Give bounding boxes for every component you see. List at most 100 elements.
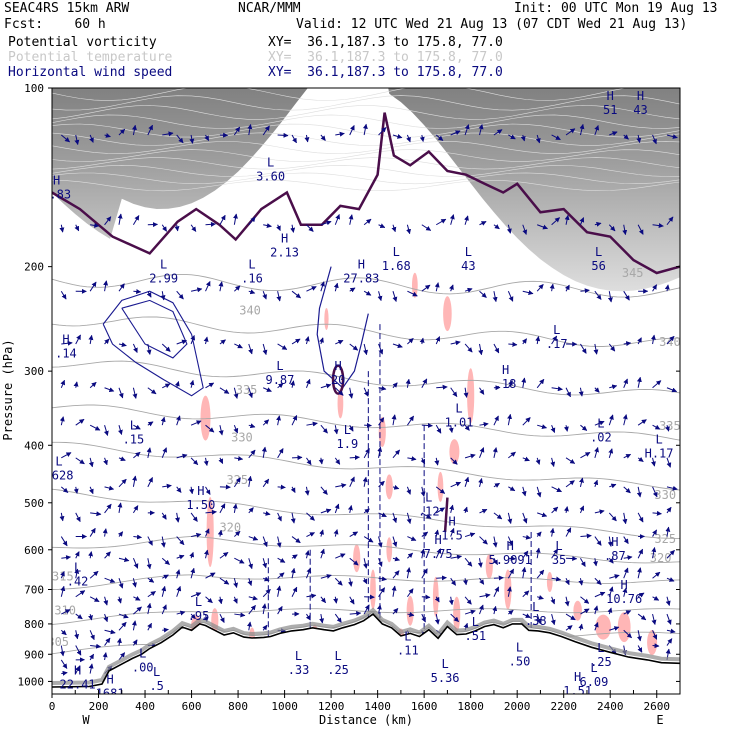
wind-vector: [234, 343, 243, 349]
extremum-value: 7.75: [424, 547, 453, 561]
wind-vector: [464, 453, 476, 459]
extremum-value: .51: [464, 629, 486, 643]
extremum-type: L: [455, 401, 462, 415]
axes: 0 200 400 600 800 1000 1200 1400 1600 1800 2000 220…: [18, 82, 681, 713]
wind-vector: [623, 453, 632, 459]
wind-vector: [652, 595, 660, 601]
wind-vector: [593, 479, 599, 488]
wind-vector: [593, 622, 599, 631]
wind-vector: [90, 511, 102, 517]
wind-vector: [406, 567, 411, 579]
pv-shade-blob: [200, 395, 211, 441]
wind-vector: [291, 554, 298, 560]
wind-vector: [651, 547, 657, 559]
wind-vector: [333, 282, 339, 292]
extremum-type: H: [507, 539, 514, 553]
wind-vector: [88, 551, 94, 559]
wind-vector: [320, 486, 328, 495]
pv-shade-blob: [485, 553, 493, 579]
extremum-type: L: [334, 649, 341, 663]
wind-vector: [506, 224, 512, 234]
wind-vector: [190, 613, 196, 620]
wind-vector: [60, 536, 68, 547]
wind-vector: [335, 131, 345, 137]
wind-vector: [320, 548, 325, 559]
wind-vector: [637, 613, 647, 621]
wind-vector: [161, 343, 171, 352]
wind-vector: [407, 536, 417, 541]
pv-shade-blob: [595, 614, 612, 640]
wind-vector: [594, 420, 605, 426]
wind-vector: [551, 506, 559, 514]
wind-vector: [579, 123, 585, 136]
wind-vector: [392, 133, 403, 139]
wind-vector: [536, 569, 545, 579]
wind-vector: [75, 457, 85, 465]
wind-vector: [104, 133, 111, 138]
x-tick-label: 1400: [364, 700, 391, 713]
isentrope: [52, 441, 680, 491]
wind-vector: [407, 612, 415, 617]
stratosphere-isentrope: [52, 114, 680, 129]
wind-vector: [161, 604, 167, 615]
extremum-type: H: [197, 484, 204, 498]
wind-vector: [116, 637, 122, 646]
extremum-value: 35: [552, 553, 566, 567]
extremum-type: L: [441, 657, 448, 671]
wind-vector: [652, 630, 658, 640]
wind-vector: [609, 483, 617, 489]
wind-vector: [219, 551, 229, 559]
stratosphere-isentrope: [52, 95, 680, 111]
y-tick-label: 300: [24, 365, 44, 378]
wind-vector: [262, 558, 268, 569]
wind-vector: [333, 425, 339, 435]
wind-vector: [118, 283, 125, 292]
wind-vector: [407, 290, 418, 297]
wind-vector: [537, 424, 547, 430]
terrain-fill: [52, 614, 680, 694]
isentrope-label: 320: [650, 551, 672, 565]
wind-vector: [320, 424, 328, 434]
wind-vector: [147, 622, 152, 631]
wind-vector: [622, 414, 628, 426]
wind-vector: [234, 612, 246, 618]
wind-vector: [320, 508, 332, 514]
wind-vector: [262, 419, 270, 426]
stratosphere-isentrope: [52, 179, 680, 192]
wind-vector: [102, 652, 108, 661]
wind-vector: [190, 512, 198, 522]
wind-vector: [435, 548, 442, 559]
wind-vector: [132, 343, 138, 353]
wind-vector: [449, 527, 455, 537]
wind-vector: [160, 416, 166, 426]
wind-vector: [565, 457, 576, 464]
wind-vector: [234, 456, 244, 461]
wind-vector: [248, 449, 256, 459]
wind-vector: [59, 645, 65, 657]
wind-vector: [479, 536, 488, 545]
extremum-type: L: [276, 359, 283, 373]
wind-vector: [536, 284, 544, 292]
y-tick-label: 100: [24, 82, 44, 95]
wind-vector: [405, 378, 411, 388]
wind-vector: [89, 527, 96, 537]
wind-vector: [391, 414, 397, 426]
wind-vector: [407, 456, 417, 462]
wind-vector: [320, 281, 325, 292]
wind-vector: [190, 420, 202, 426]
extremum-type: H: [611, 535, 618, 549]
field-label-theta: Potential temperature: [8, 50, 173, 65]
wind-vector: [304, 336, 310, 345]
wind-vector: [74, 134, 80, 145]
wind-vector: [579, 505, 585, 514]
extremum-value: .12: [418, 504, 440, 518]
wind-vector: [234, 285, 241, 292]
wind-vector: [60, 134, 70, 143]
wind-vector: [608, 586, 614, 597]
wind-vector: [233, 477, 241, 488]
y-tick-label: 400: [24, 439, 44, 452]
isentrope: [52, 535, 680, 564]
wind-vector: [118, 128, 126, 136]
wind-vector: [75, 645, 82, 656]
extremum-value: 1.9: [337, 437, 359, 451]
